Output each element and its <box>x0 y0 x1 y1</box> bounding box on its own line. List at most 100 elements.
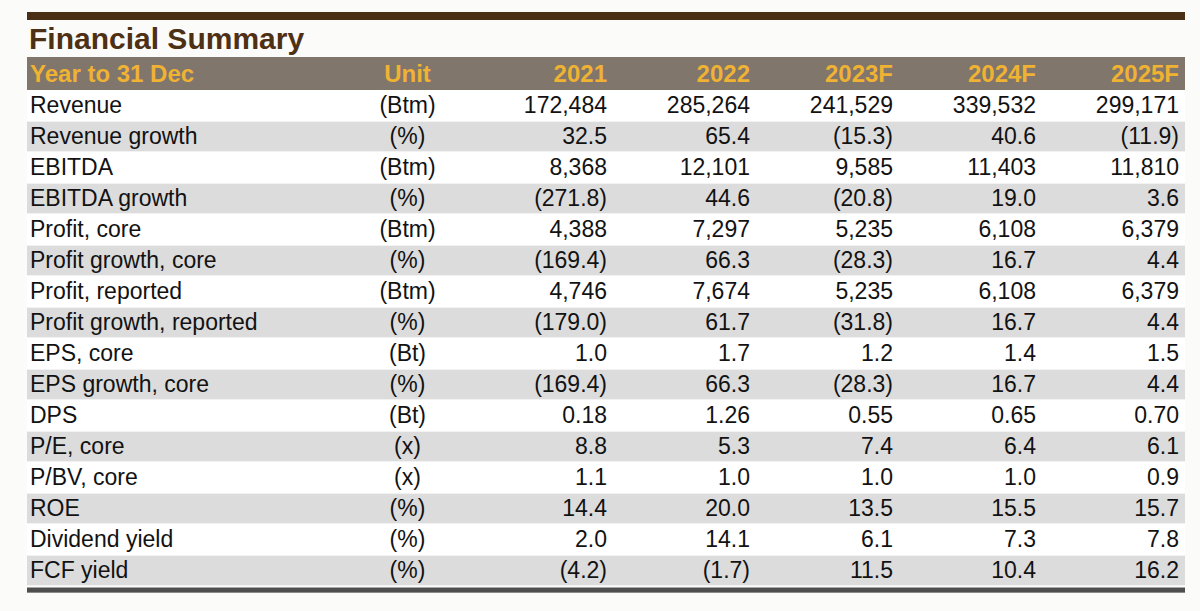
value-cell: (169.4) <box>470 371 613 398</box>
value-cell: 10.4 <box>899 557 1042 584</box>
value-cell: 11,810 <box>1042 154 1185 181</box>
value-cell: 1.1 <box>470 464 613 491</box>
col-header-unit: Unit <box>345 60 470 88</box>
row-label: Profit growth, core <box>27 247 345 274</box>
value-cell: 66.3 <box>613 371 756 398</box>
table-row: Profit growth, reported (%) (179.0) 61.7… <box>27 307 1185 338</box>
value-cell: 4,746 <box>470 278 613 305</box>
row-label: EPS growth, core <box>27 371 345 398</box>
table-row: Profit, core (Btm) 4,388 7,297 5,235 6,1… <box>27 214 1185 245</box>
value-cell: 3.6 <box>1042 185 1185 212</box>
value-cell: 6.4 <box>899 433 1042 460</box>
value-cell: 6,108 <box>899 216 1042 243</box>
col-header-2024f: 2024F <box>899 60 1042 88</box>
row-label: P/BV, core <box>27 464 345 491</box>
value-cell: 61.7 <box>613 309 756 336</box>
row-label: DPS <box>27 402 345 429</box>
value-cell: 5.3 <box>613 433 756 460</box>
table-row: EBITDA (Btm) 8,368 12,101 9,585 11,403 1… <box>27 152 1185 183</box>
value-cell: 11.5 <box>756 557 899 584</box>
value-cell: 1.0 <box>613 464 756 491</box>
value-cell: (4.2) <box>470 557 613 584</box>
unit-cell: (x) <box>345 464 470 491</box>
value-cell: 44.6 <box>613 185 756 212</box>
table-row: EPS, core (Bt) 1.0 1.7 1.2 1.4 1.5 <box>27 338 1185 369</box>
value-cell: 1.5 <box>1042 340 1185 367</box>
unit-cell: (%) <box>345 526 470 553</box>
value-cell: (28.3) <box>756 247 899 274</box>
value-cell: (169.4) <box>470 247 613 274</box>
financial-summary-page: Financial Summary Year to 31 Dec Unit 20… <box>0 0 1200 611</box>
value-cell: 4.4 <box>1042 247 1185 274</box>
unit-cell: (%) <box>345 123 470 150</box>
value-cell: 5,235 <box>756 216 899 243</box>
row-label: Revenue growth <box>27 123 345 150</box>
value-cell: 40.6 <box>899 123 1042 150</box>
value-cell: (271.8) <box>470 185 613 212</box>
unit-cell: (Btm) <box>345 216 470 243</box>
financial-summary-table: Financial Summary Year to 31 Dec Unit 20… <box>27 12 1185 593</box>
unit-cell: (Btm) <box>345 92 470 119</box>
row-label: P/E, core <box>27 433 345 460</box>
table-row: Profit, reported (Btm) 4,746 7,674 5,235… <box>27 276 1185 307</box>
value-cell: (11.9) <box>1042 123 1185 150</box>
value-cell: 1.0 <box>470 340 613 367</box>
value-cell: 65.4 <box>613 123 756 150</box>
value-cell: 16.2 <box>1042 557 1185 584</box>
col-header-year-to-31-dec: Year to 31 Dec <box>27 60 345 88</box>
value-cell: 13.5 <box>756 495 899 522</box>
value-cell: (179.0) <box>470 309 613 336</box>
table-row: ROE (%) 14.4 20.0 13.5 15.5 15.7 <box>27 493 1185 524</box>
value-cell: 4.4 <box>1042 371 1185 398</box>
unit-cell: (%) <box>345 185 470 212</box>
value-cell: 7,674 <box>613 278 756 305</box>
value-cell: (20.8) <box>756 185 899 212</box>
top-rule <box>27 12 1185 20</box>
row-label: Revenue <box>27 92 345 119</box>
unit-cell: (%) <box>345 309 470 336</box>
bottom-rule <box>27 587 1185 593</box>
value-cell: 6,108 <box>899 278 1042 305</box>
value-cell: 16.7 <box>899 247 1042 274</box>
unit-cell: (%) <box>345 247 470 274</box>
unit-cell: (Bt) <box>345 340 470 367</box>
value-cell: 4.4 <box>1042 309 1185 336</box>
value-cell: 0.70 <box>1042 402 1185 429</box>
value-cell: (1.7) <box>613 557 756 584</box>
value-cell: (15.3) <box>756 123 899 150</box>
unit-cell: (%) <box>345 371 470 398</box>
value-cell: 11,403 <box>899 154 1042 181</box>
table-header-row: Year to 31 Dec Unit 2021 2022 2023F 2024… <box>27 57 1185 90</box>
value-cell: 7.8 <box>1042 526 1185 553</box>
table-row: EPS growth, core (%) (169.4) 66.3 (28.3)… <box>27 369 1185 400</box>
col-header-2025f: 2025F <box>1042 60 1185 88</box>
value-cell: 7.4 <box>756 433 899 460</box>
unit-cell: (%) <box>345 495 470 522</box>
table-row: Profit growth, core (%) (169.4) 66.3 (28… <box>27 245 1185 276</box>
value-cell: 14.4 <box>470 495 613 522</box>
value-cell: 7,297 <box>613 216 756 243</box>
table-row: DPS (Bt) 0.18 1.26 0.55 0.65 0.70 <box>27 400 1185 431</box>
row-label: Dividend yield <box>27 526 345 553</box>
value-cell: 8,368 <box>470 154 613 181</box>
unit-cell: (Btm) <box>345 154 470 181</box>
value-cell: 6.1 <box>756 526 899 553</box>
value-cell: 1.0 <box>899 464 1042 491</box>
value-cell: 32.5 <box>470 123 613 150</box>
row-label: Profit, core <box>27 216 345 243</box>
col-header-2022: 2022 <box>613 60 756 88</box>
table-row: Dividend yield (%) 2.0 14.1 6.1 7.3 7.8 <box>27 524 1185 555</box>
col-header-2023f: 2023F <box>756 60 899 88</box>
table-body: Revenue (Btm) 172,484 285,264 241,529 33… <box>27 90 1185 586</box>
value-cell: 16.7 <box>899 309 1042 336</box>
table-row: P/E, core (x) 8.8 5.3 7.4 6.4 6.1 <box>27 431 1185 462</box>
value-cell: 4,388 <box>470 216 613 243</box>
col-header-2021: 2021 <box>470 60 613 88</box>
value-cell: 241,529 <box>756 92 899 119</box>
row-label: ROE <box>27 495 345 522</box>
value-cell: 8.8 <box>470 433 613 460</box>
value-cell: 6,379 <box>1042 278 1185 305</box>
table-row: FCF yield (%) (4.2) (1.7) 11.5 10.4 16.2 <box>27 555 1185 586</box>
value-cell: 2.0 <box>470 526 613 553</box>
value-cell: 0.9 <box>1042 464 1185 491</box>
